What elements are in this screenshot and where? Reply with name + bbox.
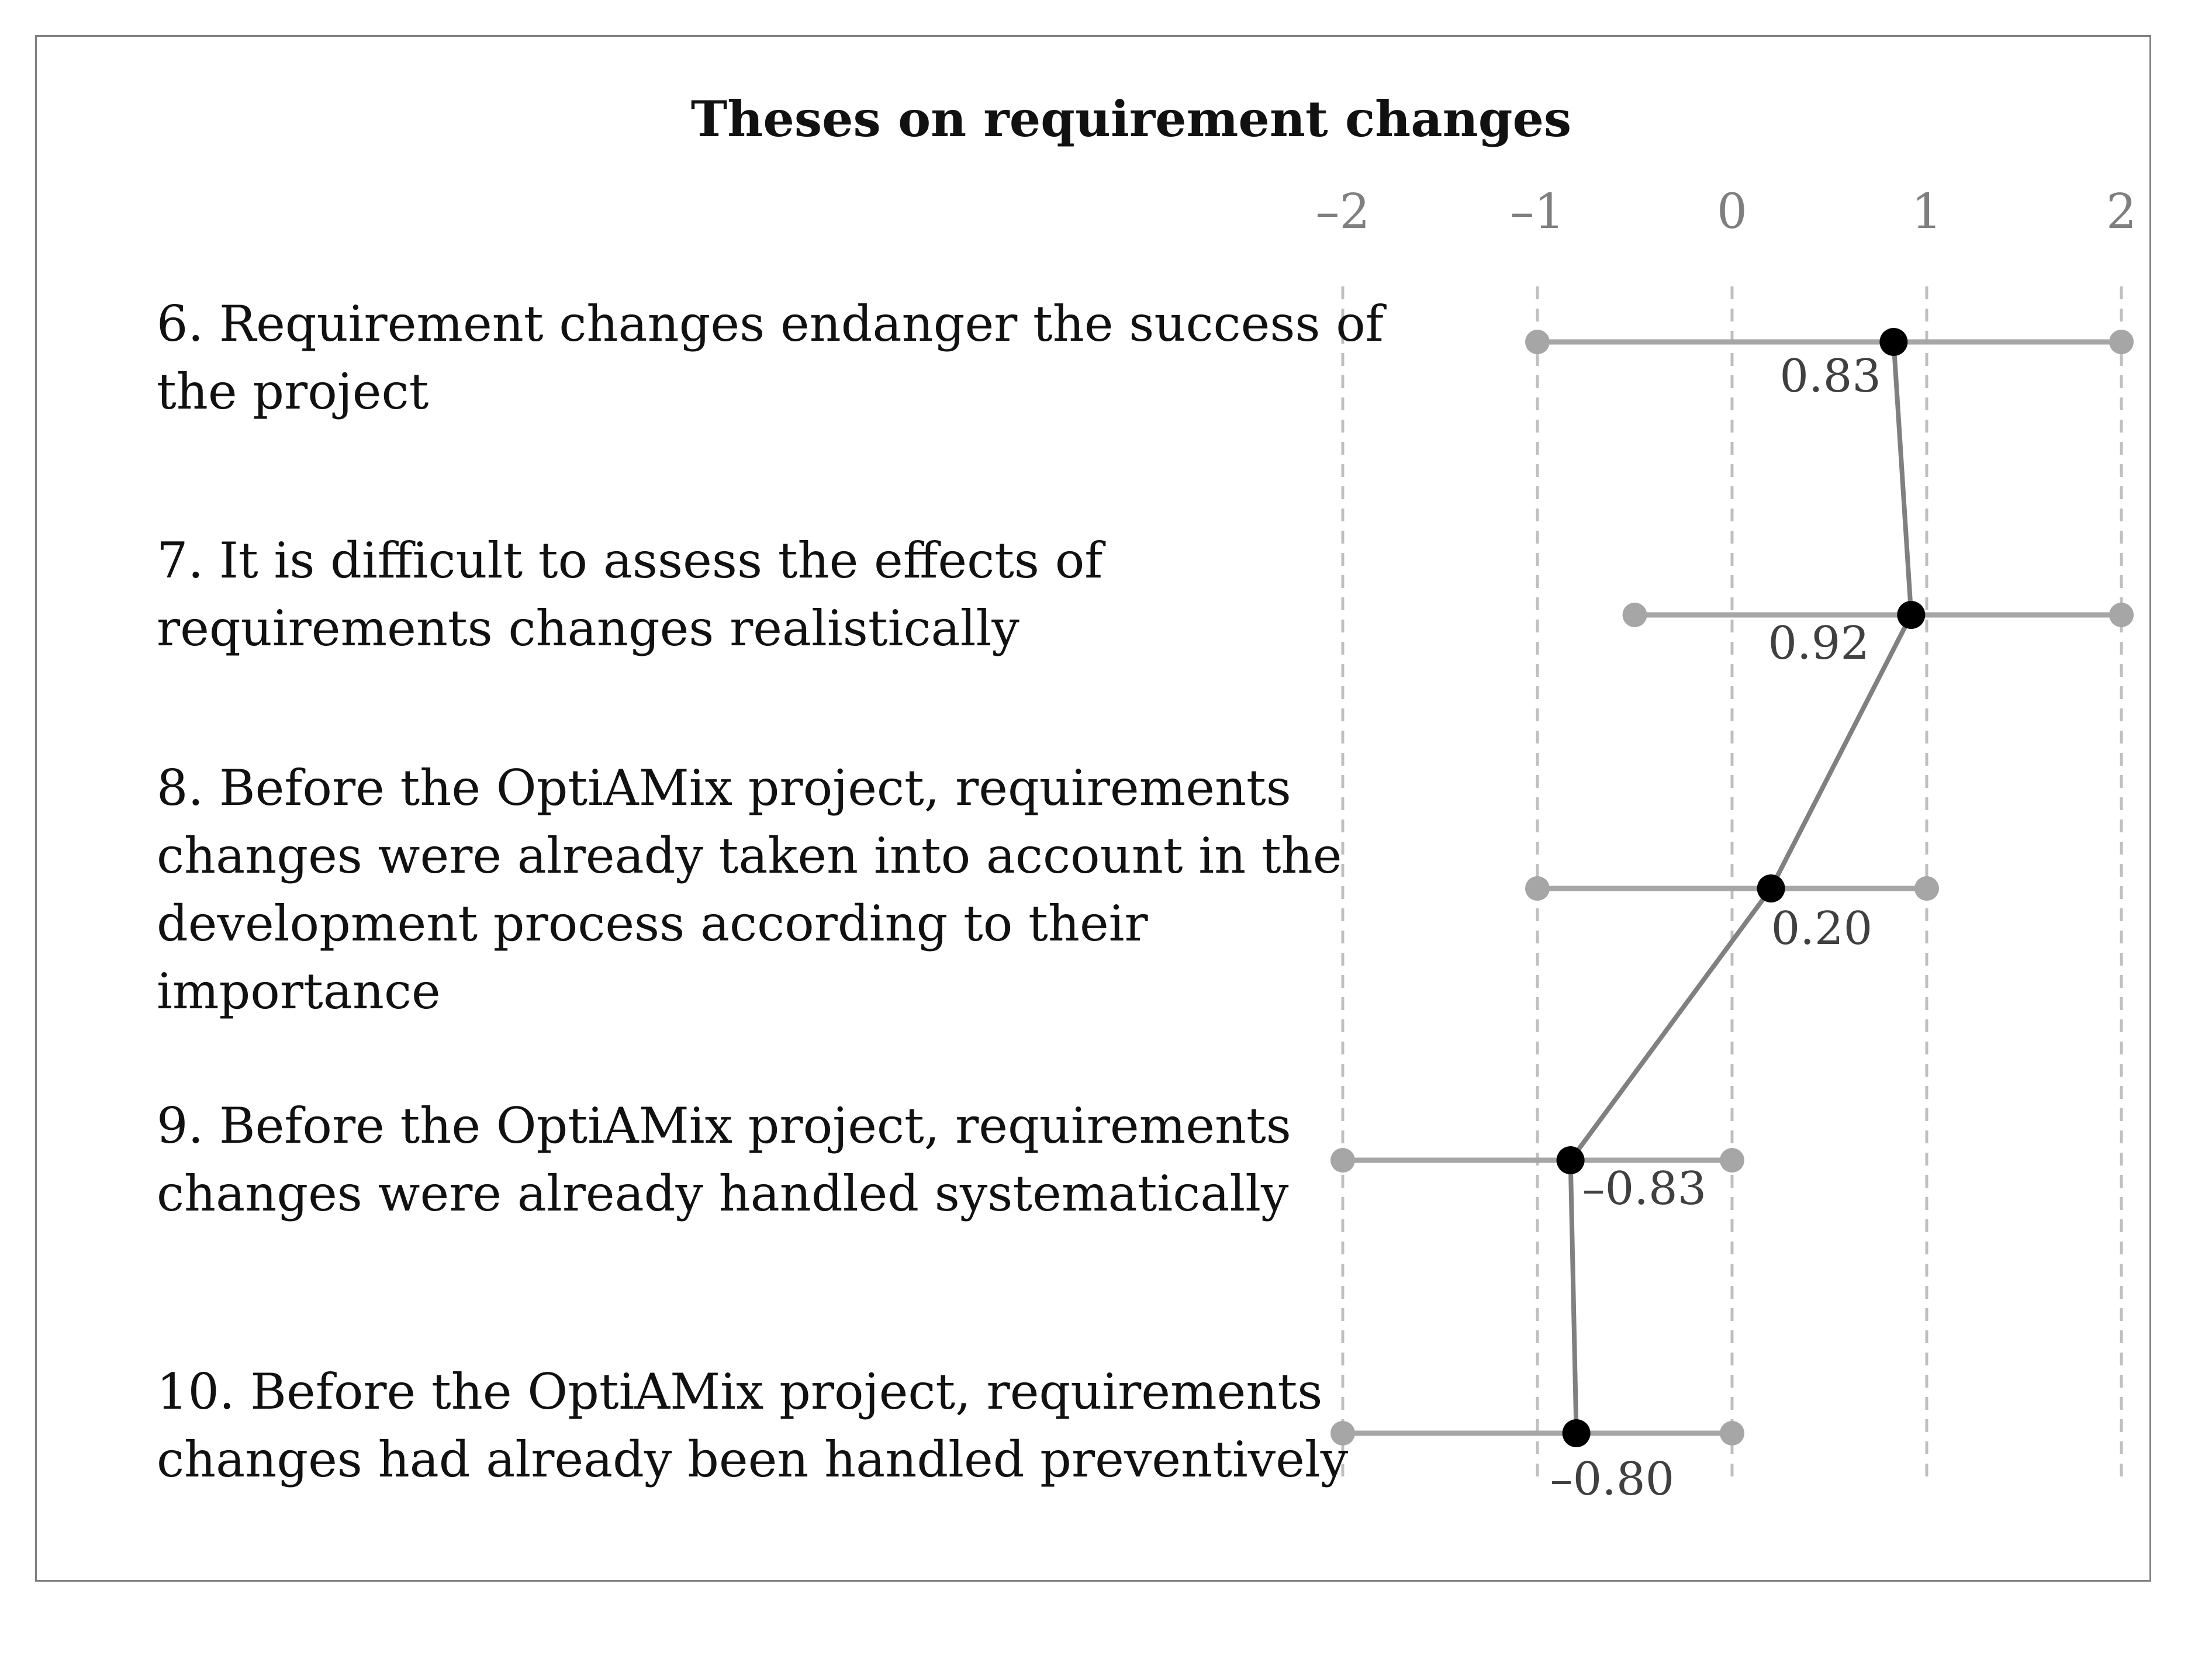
mean-dot bbox=[1556, 1146, 1585, 1174]
statement-line: importance bbox=[157, 963, 441, 1020]
range-max-cap bbox=[2109, 330, 2134, 354]
range-max-cap bbox=[1720, 1421, 1744, 1445]
range-lines bbox=[1330, 330, 2134, 1445]
mean-dots bbox=[1556, 328, 1926, 1447]
statement-line: changes were already taken into account … bbox=[157, 827, 1342, 884]
range-min-cap bbox=[1525, 876, 1550, 901]
range-max-cap bbox=[1720, 1148, 1744, 1173]
value-label: –0.80 bbox=[1550, 1453, 1675, 1506]
mean-dot bbox=[1562, 1419, 1591, 1447]
mean-dot bbox=[1879, 328, 1908, 356]
statement-label: 8. Before the OptiAMix project, requirem… bbox=[157, 759, 1342, 1020]
x-tick-label: 1 bbox=[1912, 184, 1942, 240]
statement-line: 7. It is difficult to assess the effects… bbox=[157, 532, 1106, 589]
gridlines bbox=[1341, 286, 2123, 1485]
figure-frame bbox=[35, 35, 2151, 1582]
statement-label: 9. Before the OptiAMix project, requirem… bbox=[157, 1097, 1291, 1222]
value-label: –0.83 bbox=[1582, 1163, 1707, 1215]
statement-line: 9. Before the OptiAMix project, requirem… bbox=[157, 1097, 1291, 1154]
statement-line: 6. Requirement changes endanger the succ… bbox=[157, 295, 1387, 352]
statement-label: 6. Requirement changes endanger the succ… bbox=[157, 295, 1387, 420]
statement-line: 8. Before the OptiAMix project, requirem… bbox=[157, 759, 1291, 817]
range-min-cap bbox=[1330, 1421, 1355, 1445]
statement-line: 10. Before the OptiAMix project, require… bbox=[157, 1363, 1322, 1420]
range-min-cap bbox=[1622, 603, 1647, 627]
value-label: 0.92 bbox=[1768, 617, 1869, 670]
range-min-cap bbox=[1330, 1148, 1355, 1173]
statement-line: the project bbox=[157, 363, 429, 420]
statement-line: requirements changes realistically bbox=[157, 600, 1019, 657]
x-tick-label: 0 bbox=[1717, 184, 1747, 240]
range-min-cap bbox=[1525, 330, 1550, 354]
statement-line: changes were already handled systematica… bbox=[157, 1165, 1289, 1222]
statement-line: development process according to their bbox=[157, 895, 1149, 952]
statement-label: 10. Before the OptiAMix project, require… bbox=[157, 1363, 1349, 1488]
statement-labels: 6. Requirement changes endanger the succ… bbox=[157, 295, 1387, 1488]
value-label: 0.20 bbox=[1771, 902, 1873, 955]
x-tick-label: –1 bbox=[1510, 184, 1564, 240]
value-label: 0.83 bbox=[1779, 350, 1881, 403]
statement-label: 7. It is difficult to assess the effects… bbox=[157, 532, 1106, 657]
range-max-cap bbox=[1914, 876, 1939, 901]
x-axis-ticks: –2 –1 0 1 2 bbox=[1315, 184, 2137, 240]
value-labels: 0.83 0.92 0.20 –0.83 –0.80 bbox=[1550, 350, 1881, 1506]
mean-dot bbox=[1757, 874, 1785, 902]
x-tick-label: 2 bbox=[2106, 184, 2137, 240]
range-max-cap bbox=[2109, 603, 2134, 627]
statement-line: changes had already been handled prevent… bbox=[157, 1431, 1349, 1488]
mean-dot bbox=[1897, 601, 1926, 629]
x-tick-label: –2 bbox=[1315, 184, 1370, 240]
chart-title: Theses on requirement changes bbox=[691, 90, 1571, 148]
